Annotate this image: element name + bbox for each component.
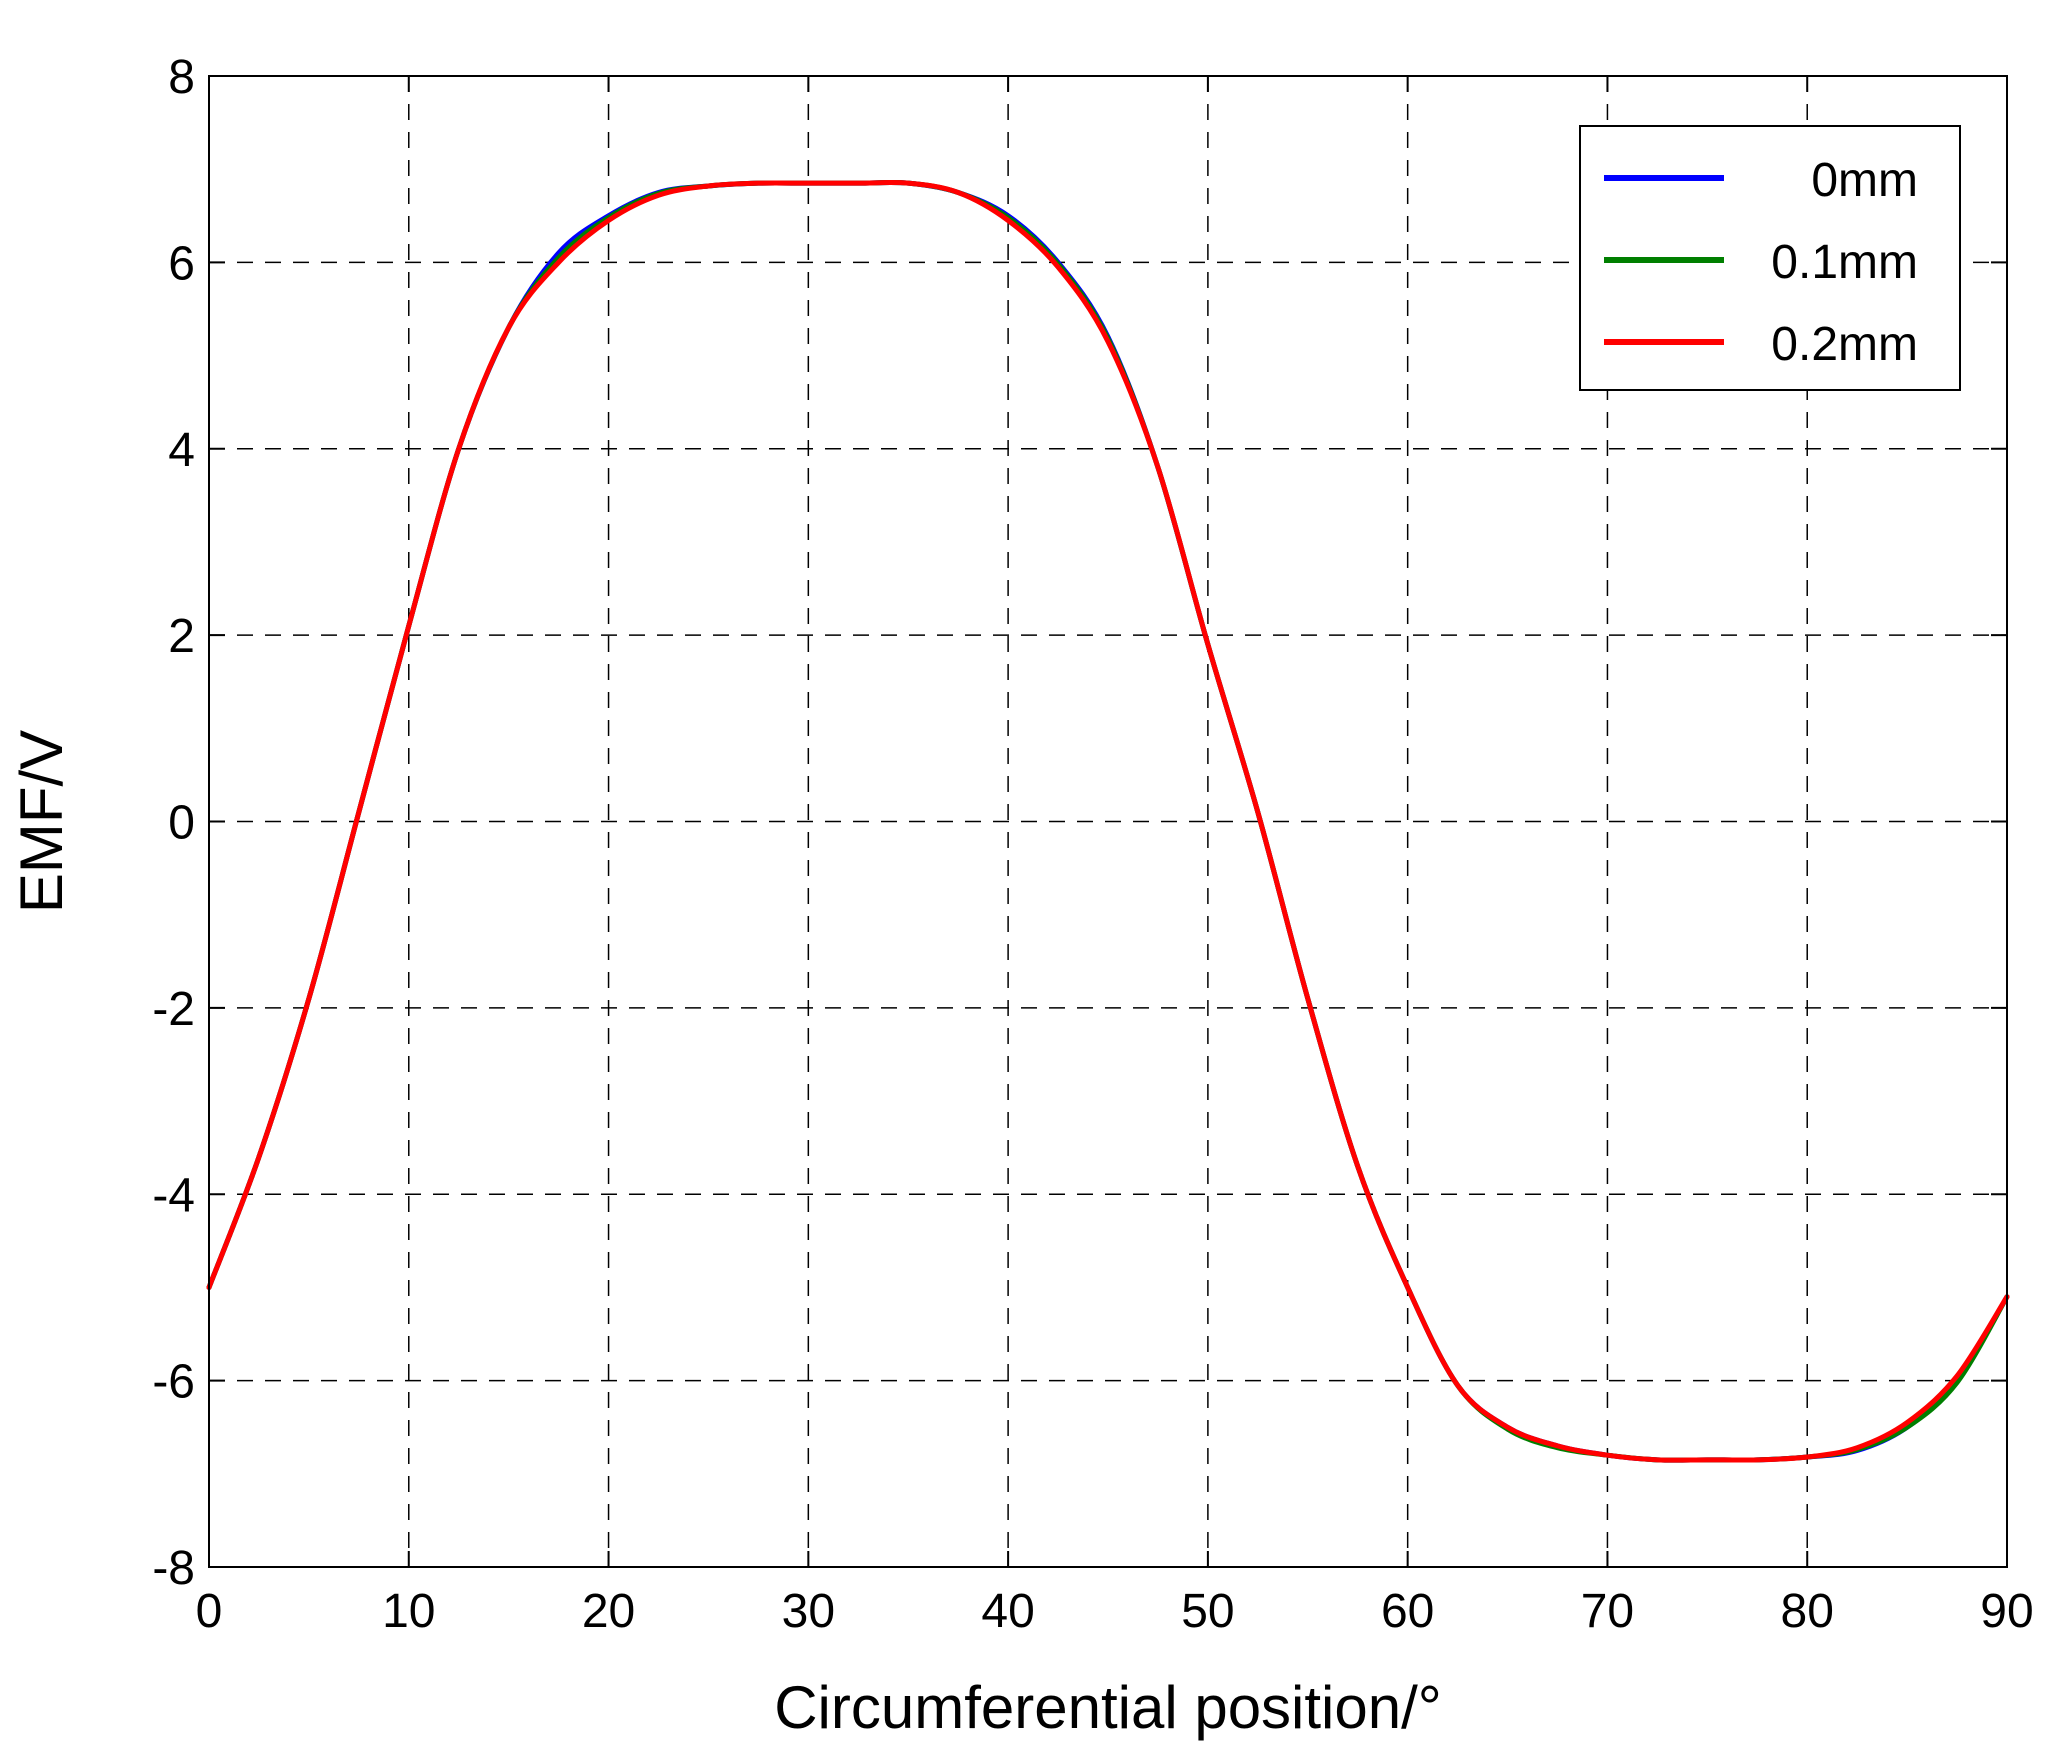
- y-tick-label: 4: [168, 424, 195, 477]
- y-tick-label: -2: [152, 983, 195, 1036]
- x-tick-label: 10: [382, 1585, 435, 1638]
- x-tick-label: 0: [196, 1585, 223, 1638]
- x-tick-label: 70: [1581, 1585, 1634, 1638]
- x-tick-label: 50: [1181, 1585, 1234, 1638]
- x-tick-label: 30: [782, 1585, 835, 1638]
- y-tick-label: -8: [152, 1542, 195, 1595]
- ticks: [208, 75, 2008, 1568]
- series-layer: [206, 179, 2010, 1463]
- y-tick-label: -4: [152, 1169, 195, 1222]
- y-tick-label: 2: [168, 610, 195, 663]
- legend-label-0: 0mm: [1811, 154, 1918, 207]
- legend-label-1: 0.1mm: [1771, 236, 1918, 289]
- legend-label-2: 0.2mm: [1771, 318, 1918, 371]
- y-tick-label: 8: [168, 51, 195, 104]
- y-tick-label: 0: [168, 797, 195, 850]
- x-tick-label: 80: [1781, 1585, 1834, 1638]
- y-tick-label: -6: [152, 1356, 195, 1409]
- x-axis-title: Circumferential position/°: [774, 1674, 1442, 1741]
- x-tick-label: 20: [582, 1585, 635, 1638]
- y-axis-title: EMF/V: [8, 730, 75, 913]
- y-tick-label: 6: [168, 237, 195, 290]
- x-tick-label: 40: [981, 1585, 1034, 1638]
- x-tick-label: 60: [1381, 1585, 1434, 1638]
- legend: 0mm 0.1mm 0.2mm: [1579, 125, 1961, 391]
- series-line-2: [206, 179, 2010, 1463]
- x-tick-label: 90: [1980, 1585, 2033, 1638]
